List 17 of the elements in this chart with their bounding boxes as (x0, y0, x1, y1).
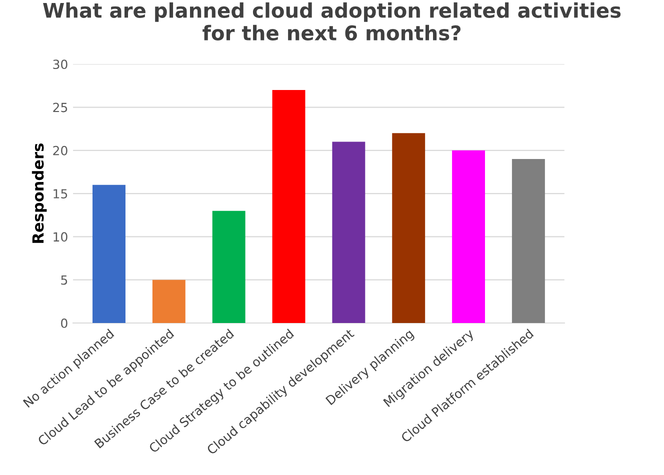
y-axis-title: Responders (32, 144, 47, 243)
y-tick-label: 15 (54, 189, 68, 198)
bar (392, 133, 426, 323)
y-tick-label: 30 (53, 60, 68, 70)
bar (512, 159, 545, 323)
bar (92, 184, 126, 323)
chart-title: What are planned cloud adoption related activities for the next 6 months? (43, 2, 621, 41)
bar (332, 142, 366, 323)
bar (452, 150, 486, 323)
bar (152, 280, 186, 323)
y-tick-label: 0 (61, 318, 68, 328)
y-tick-label: 20 (53, 146, 68, 156)
y-tick-label: 5 (61, 275, 68, 285)
y-tick-label: 10 (54, 232, 68, 242)
y-tick-label: 25 (53, 102, 68, 112)
bar (212, 210, 246, 323)
bar (272, 90, 306, 323)
